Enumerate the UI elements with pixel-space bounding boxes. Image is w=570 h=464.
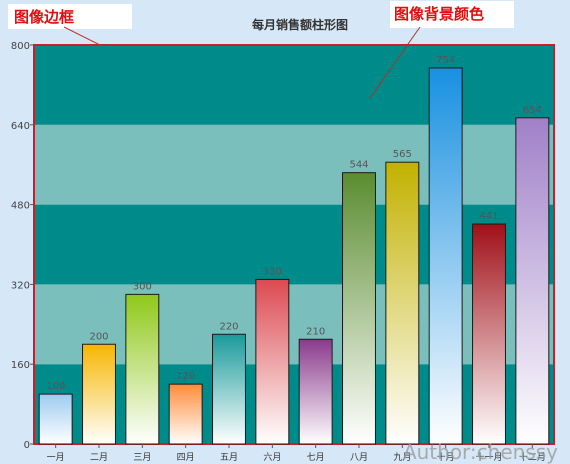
border-label: 图像边框 bbox=[14, 8, 74, 26]
bar-value-label: 120 bbox=[176, 371, 195, 382]
x-tick-label: 六月 bbox=[263, 451, 281, 463]
background-label: 图像背景颜色 bbox=[394, 5, 484, 23]
bar-1 bbox=[38, 393, 73, 445]
bar-value-label: 441 bbox=[479, 211, 498, 222]
border-label-arrow bbox=[63, 26, 101, 46]
plot-border bbox=[33, 44, 555, 445]
y-tick-label: 0 bbox=[24, 440, 30, 451]
author-watermark: Author:chenssy bbox=[403, 440, 558, 464]
y-tick-label: 160 bbox=[11, 360, 30, 371]
bars-group: 100 200 300 120 220 330 210 544 565 754 441 654 bbox=[38, 55, 550, 445]
y-tick-label: 320 bbox=[11, 280, 30, 291]
bar-value-label: 754 bbox=[436, 55, 455, 66]
plot-band bbox=[34, 204, 554, 285]
plot-background bbox=[33, 44, 555, 445]
x-tick-label: 十一月 bbox=[475, 451, 502, 463]
background-label-box bbox=[390, 1, 514, 28]
plot-band bbox=[34, 45, 554, 125]
x-tick-label: 七月 bbox=[307, 452, 325, 463]
bar-3 bbox=[125, 293, 160, 445]
x-tick-label: 十二月 bbox=[519, 451, 546, 463]
bar-7 bbox=[298, 338, 333, 445]
x-tick-label: 九月 bbox=[393, 452, 411, 463]
y-tick-label: 800 bbox=[11, 41, 30, 52]
bar-value-label: 654 bbox=[523, 105, 542, 116]
bar-12 bbox=[515, 117, 550, 445]
bar-value-label: 210 bbox=[306, 326, 325, 337]
y-tick-label: 640 bbox=[11, 121, 30, 132]
bar-value-label: 200 bbox=[89, 331, 108, 342]
y-tick-label: 480 bbox=[11, 201, 30, 212]
chart-title: 每月销售额柱形图 bbox=[252, 17, 348, 32]
border-label-box bbox=[8, 4, 132, 29]
bar-value-label: 330 bbox=[263, 266, 282, 277]
x-tick-label: 一月 bbox=[47, 452, 65, 463]
bar-value-label: 300 bbox=[133, 281, 152, 292]
x-tick-label: 二月 bbox=[90, 452, 108, 463]
bar-10 bbox=[428, 67, 463, 445]
x-tick-label: 八月 bbox=[350, 452, 368, 463]
bar-11 bbox=[472, 223, 506, 445]
x-tick-label: 五月 bbox=[220, 452, 238, 463]
bar-value-label: 220 bbox=[219, 321, 238, 332]
x-tick-label: 四月 bbox=[177, 452, 195, 463]
bar-value-label: 544 bbox=[349, 160, 368, 171]
plot-band bbox=[34, 124, 554, 205]
bar-2 bbox=[82, 343, 116, 445]
x-tick-label: 三月 bbox=[133, 452, 151, 463]
annotation-group: 图像边框 图像背景颜色 bbox=[8, 1, 514, 99]
bar-9 bbox=[385, 161, 420, 445]
plot-band bbox=[34, 284, 554, 365]
axes-group: 0 160 320 480 640 800 一月 二月 三月 四月 五月 六月 七月 八月 九月 十月 十一月 十… bbox=[11, 41, 546, 463]
bar-value-label: 100 bbox=[46, 381, 65, 392]
x-tick-label: 十月 bbox=[437, 451, 455, 463]
bar-value-label: 565 bbox=[393, 149, 412, 160]
plot-band bbox=[34, 364, 554, 444]
bar-6 bbox=[255, 278, 290, 445]
bar-8 bbox=[342, 172, 376, 445]
bar-4 bbox=[168, 383, 203, 445]
background-label-arrow bbox=[369, 26, 421, 99]
bar-5 bbox=[212, 333, 246, 445]
